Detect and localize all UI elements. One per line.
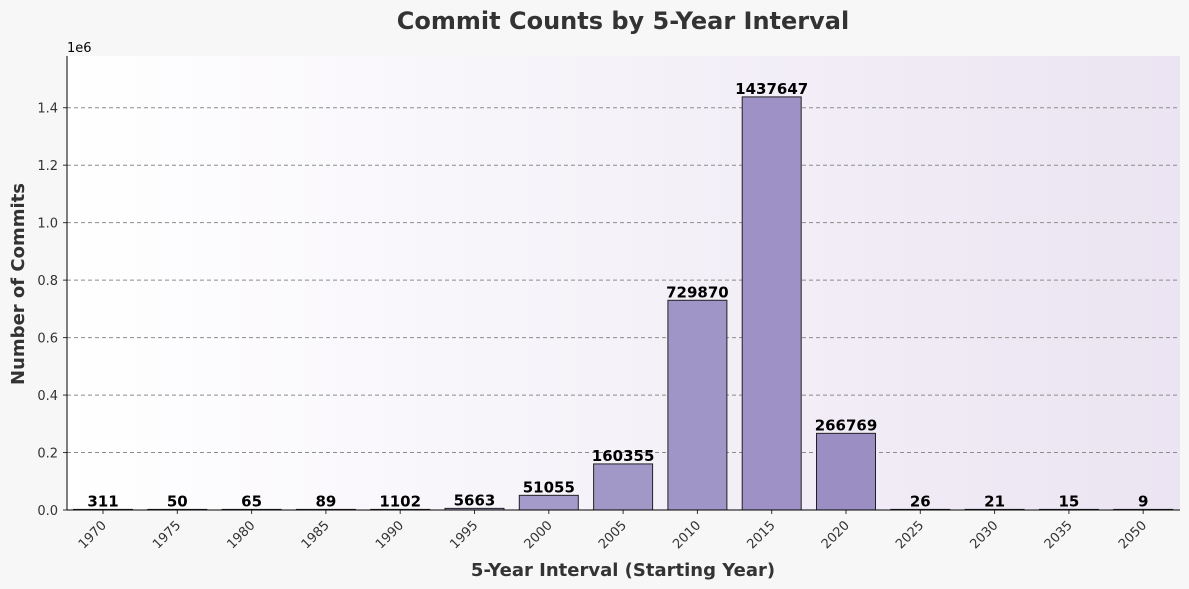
bar xyxy=(593,463,654,511)
data-label: 65 xyxy=(241,492,262,510)
y-tick-label: 1.2 xyxy=(37,159,58,174)
x-tick-label: 1985 xyxy=(299,518,333,552)
data-label: 89 xyxy=(315,492,336,510)
y-tick-label: 0.6 xyxy=(37,332,58,347)
x-axis-label: 5-Year Interval (Starting Year) xyxy=(471,560,775,581)
y-tick-label: 0.0 xyxy=(37,504,58,519)
y-axis-label: Number of Commits xyxy=(8,183,29,385)
y-tick-label: 0.8 xyxy=(37,274,58,289)
data-label: 21 xyxy=(984,492,1005,510)
data-label: 5663 xyxy=(454,491,496,509)
x-tick-label: 2010 xyxy=(670,518,704,552)
x-tick-label: 1970 xyxy=(76,518,110,552)
y-tick-label: 1.0 xyxy=(37,217,58,232)
bars xyxy=(73,96,1174,511)
bar xyxy=(816,432,876,511)
plot-background xyxy=(67,56,1180,510)
bar xyxy=(667,299,728,511)
data-label: 9 xyxy=(1138,492,1148,510)
x-tick-label: 1975 xyxy=(150,518,184,552)
x-tick-label: 2035 xyxy=(1042,518,1076,552)
data-label: 15 xyxy=(1058,492,1079,510)
data-label: 729870 xyxy=(666,283,729,301)
y-axis-scale-label: 1e6 xyxy=(67,41,92,56)
x-tick-label: 1980 xyxy=(224,518,258,552)
data-label: 160355 xyxy=(592,447,655,465)
bar xyxy=(518,494,579,511)
x-tick-label: 2000 xyxy=(522,518,556,552)
data-label: 1102 xyxy=(379,492,421,510)
data-label: 50 xyxy=(167,492,188,510)
data-label: 266769 xyxy=(815,416,878,434)
x-tick-label: 2020 xyxy=(819,518,853,552)
y-tick-label: 0.4 xyxy=(37,389,58,404)
x-tick-label: 2005 xyxy=(596,518,630,552)
x-tick-label: 2025 xyxy=(893,518,927,552)
x-tick-label: 2050 xyxy=(1116,518,1150,552)
data-label: 51055 xyxy=(523,478,575,496)
chart-title: Commit Counts by 5-Year Interval xyxy=(397,7,849,35)
data-label: 1437647 xyxy=(735,80,808,98)
data-labels: 311 50 65 89 1102 5663 51055 160355 729870 143764… xyxy=(87,80,1148,510)
y-tick-label: 0.2 xyxy=(37,447,58,462)
x-tick-label: 2015 xyxy=(745,518,779,552)
x-tick-label: 1995 xyxy=(447,518,481,552)
y-tick-label: 1.4 xyxy=(37,102,58,117)
bar xyxy=(741,96,802,511)
data-label: 311 xyxy=(87,492,118,510)
x-tick-label: 1990 xyxy=(373,518,407,552)
data-label: 26 xyxy=(910,492,931,510)
gridlines xyxy=(67,107,1180,454)
x-tick-label: 2030 xyxy=(967,518,1001,552)
